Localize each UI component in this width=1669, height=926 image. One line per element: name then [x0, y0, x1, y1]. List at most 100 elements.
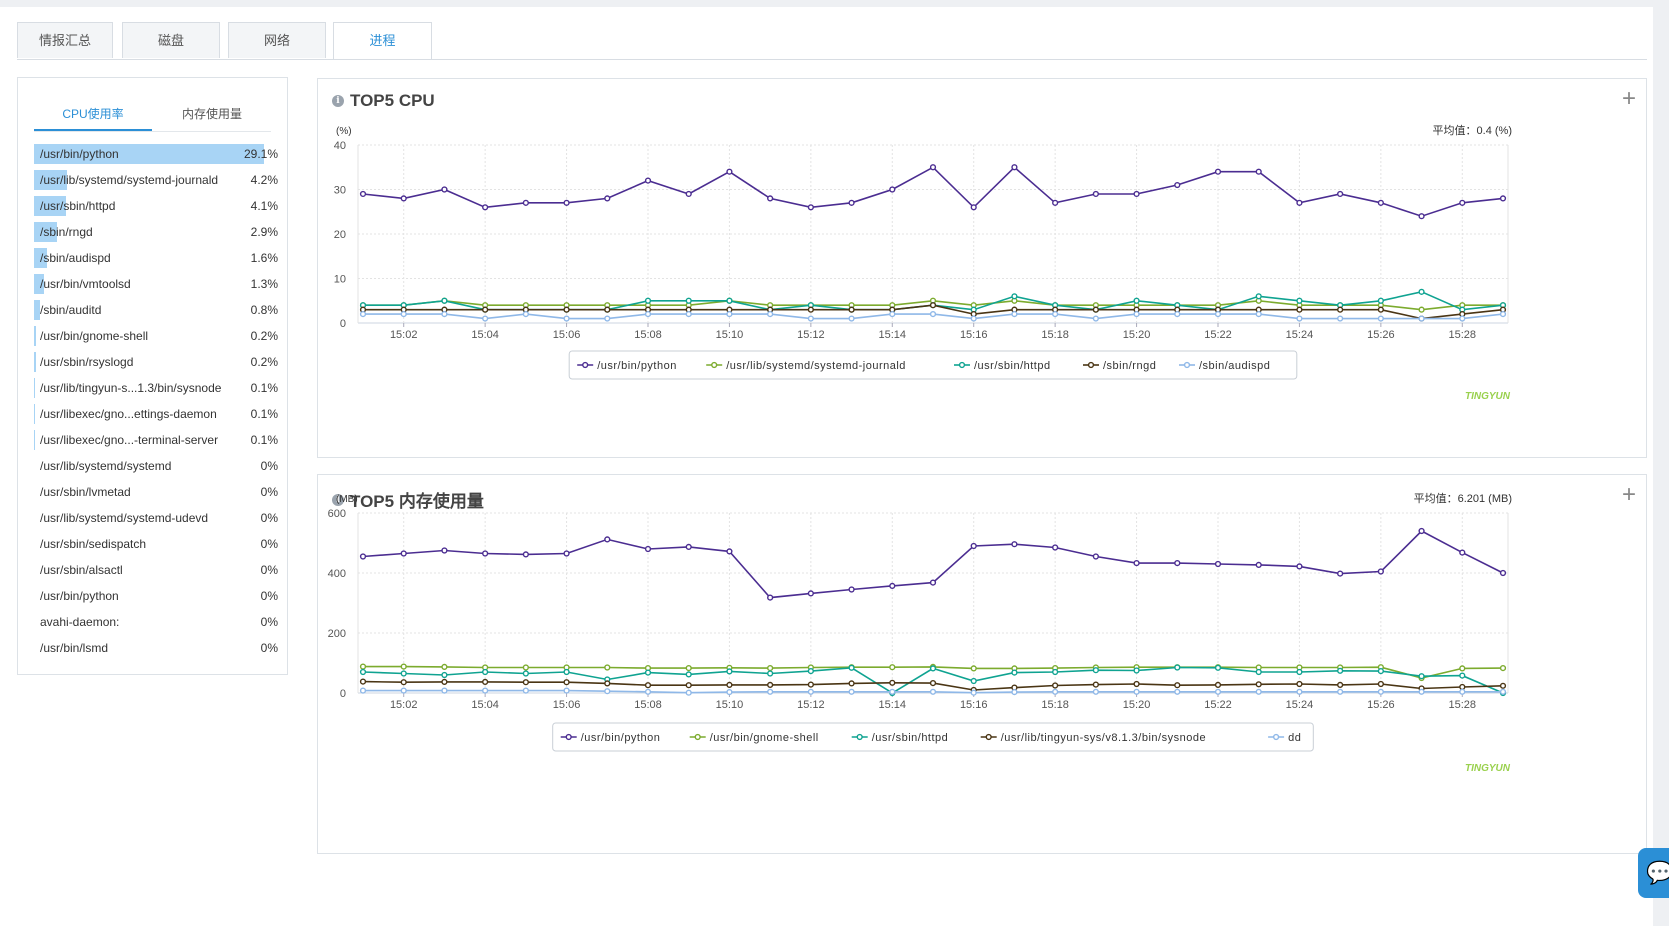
x-tick-label: 15:18 — [1041, 329, 1069, 341]
process-name: /usr/lib/systemd/systemd-journald — [40, 173, 219, 187]
chat-icon[interactable]: 💬 — [1638, 848, 1669, 898]
info-icon[interactable]: i — [332, 493, 344, 506]
data-point — [359, 687, 367, 694]
data-point — [644, 177, 652, 184]
data-point — [1459, 672, 1466, 679]
data-point — [889, 664, 896, 671]
process-row[interactable]: /usr/sbin/sedispatch 0% — [34, 531, 281, 557]
process-row[interactable]: /usr/bin/lsmd 0% — [34, 635, 281, 661]
process-row[interactable]: /usr/sbin/alsactl 0% — [34, 557, 281, 583]
chart-legend: /usr/bin/python/usr/lib/systemd/systemd-… — [568, 350, 1298, 380]
data-point — [1377, 306, 1384, 313]
tab-process[interactable]: 进程 — [333, 22, 432, 59]
process-row[interactable]: /sbin/auditd 0.8% — [34, 297, 281, 323]
right-scroll-strip[interactable] — [1653, 0, 1669, 926]
data-point — [1459, 683, 1466, 691]
data-point — [848, 664, 855, 671]
process-row[interactable]: /usr/bin/vmtoolsd 1.3% — [34, 271, 281, 297]
process-row[interactable]: /usr/lib/systemd/systemd-udevd 0% — [34, 505, 281, 531]
legend-swatch-dot — [958, 361, 966, 369]
data-point — [929, 688, 937, 695]
data-point — [1418, 213, 1425, 220]
tab-network[interactable]: 网络 — [228, 22, 326, 58]
legend-item[interactable]: /usr/sbin/httpd — [954, 360, 1051, 372]
x-tick-label: 15:20 — [1123, 699, 1151, 711]
tab-summary[interactable]: 情报汇总 — [17, 22, 113, 58]
legend-item[interactable]: /usr/lib/tingyun-sys/v8.1.3/bin/sysnode — [980, 732, 1206, 744]
process-row[interactable]: avahi-daemon: 0% — [34, 609, 281, 635]
data-point — [1133, 297, 1140, 304]
data-point — [522, 664, 529, 671]
x-tick-label: 15:26 — [1367, 329, 1395, 341]
process-row[interactable]: /usr/sbin/rsyslogd 0.2% — [34, 349, 281, 375]
data-point — [604, 664, 611, 671]
y-tick-label: 40 — [334, 140, 346, 152]
data-point — [1133, 559, 1140, 567]
data-point — [1377, 668, 1384, 675]
data-point — [604, 680, 611, 687]
data-point — [1092, 667, 1099, 674]
data-point — [400, 550, 407, 557]
data-point — [848, 199, 855, 206]
process-row[interactable]: /usr/lib/systemd/systemd-journald 4.2% — [34, 167, 281, 193]
legend-item[interactable]: /sbin/audispd — [1179, 360, 1270, 372]
data-point — [359, 663, 367, 670]
process-row[interactable]: /usr/bin/python 0% — [34, 583, 281, 609]
tab-disk[interactable]: 磁盘 — [122, 22, 220, 58]
data-point — [644, 669, 652, 676]
legend-item[interactable]: /usr/lib/systemd/systemd-journald — [706, 360, 906, 372]
data-point — [1092, 553, 1099, 560]
process-value: 0.8% — [250, 303, 278, 317]
x-tick-label: 15:24 — [1286, 699, 1314, 711]
data-point — [1255, 668, 1262, 676]
data-point — [929, 665, 937, 672]
data-point — [1459, 665, 1466, 672]
process-row[interactable]: /usr/sbin/httpd 4.1% — [34, 193, 281, 219]
x-tick-label: 15:14 — [879, 329, 907, 341]
y-unit-label: (%) — [336, 126, 352, 137]
data-point — [482, 306, 489, 313]
data-point — [522, 311, 529, 318]
data-point — [970, 315, 977, 322]
data-point — [1133, 311, 1140, 318]
data-point — [726, 689, 733, 696]
process-ranking-panel: CPU使用率 内存使用量 /usr/bin/python 29.1% /usr/li… — [17, 77, 288, 675]
legend-item[interactable]: /usr/bin/gnome-shell — [689, 732, 819, 744]
data-point — [1133, 190, 1140, 198]
data-point — [1296, 680, 1303, 688]
subtab-memory-usage[interactable]: 内存使用量 — [181, 107, 242, 121]
data-point — [604, 536, 611, 543]
data-point — [522, 687, 529, 694]
plus-icon[interactable]: + — [1621, 85, 1636, 112]
process-row[interactable]: /sbin/audispd 1.6% — [34, 245, 281, 271]
legend-item[interactable]: dd — [1268, 732, 1301, 744]
legend-item[interactable]: /sbin/rngd — [1083, 360, 1156, 372]
plus-icon[interactable]: + — [1621, 481, 1636, 508]
data-point — [644, 545, 652, 553]
legend-item[interactable]: /usr/sbin/httpd — [851, 732, 949, 744]
subtab-cpu-usage[interactable]: CPU使用率 — [34, 98, 152, 131]
process-row[interactable]: /usr/bin/python 29.1% — [34, 141, 281, 167]
process-row[interactable]: /usr/libexec/gno...ettings-daemon 0.1% — [34, 401, 281, 427]
legend-item[interactable]: /usr/bin/python — [560, 732, 661, 744]
process-row[interactable]: /usr/sbin/lvmetad 0% — [34, 479, 281, 505]
process-row[interactable]: /usr/lib/systemd/systemd 0% — [34, 453, 281, 479]
data-point — [1092, 190, 1099, 198]
data-point — [604, 195, 611, 202]
average-label: 平均值：6.201 (MB) — [1414, 492, 1512, 505]
legend-item[interactable]: /usr/bin/python — [577, 360, 677, 372]
process-row[interactable]: /sbin/rngd 2.9% — [34, 219, 281, 245]
process-value: 0.2% — [250, 355, 278, 369]
data-point — [1052, 682, 1059, 689]
info-icon[interactable]: i — [332, 95, 344, 107]
data-point — [1337, 667, 1344, 674]
data-point — [848, 306, 855, 313]
data-point — [1459, 315, 1466, 322]
process-row[interactable]: /usr/bin/gnome-shell 0.2% — [34, 323, 281, 349]
process-value: 0% — [260, 615, 278, 629]
process-row[interactable]: /usr/libexec/gno...-terminal-server 0.1% — [34, 427, 281, 453]
data-point — [644, 682, 652, 689]
process-row[interactable]: /usr/lib/tingyun-s...1.3/bin/sysnode 0.1% — [34, 375, 281, 401]
average-value: 0.4 (%) — [1477, 125, 1512, 137]
data-point — [1499, 665, 1507, 672]
